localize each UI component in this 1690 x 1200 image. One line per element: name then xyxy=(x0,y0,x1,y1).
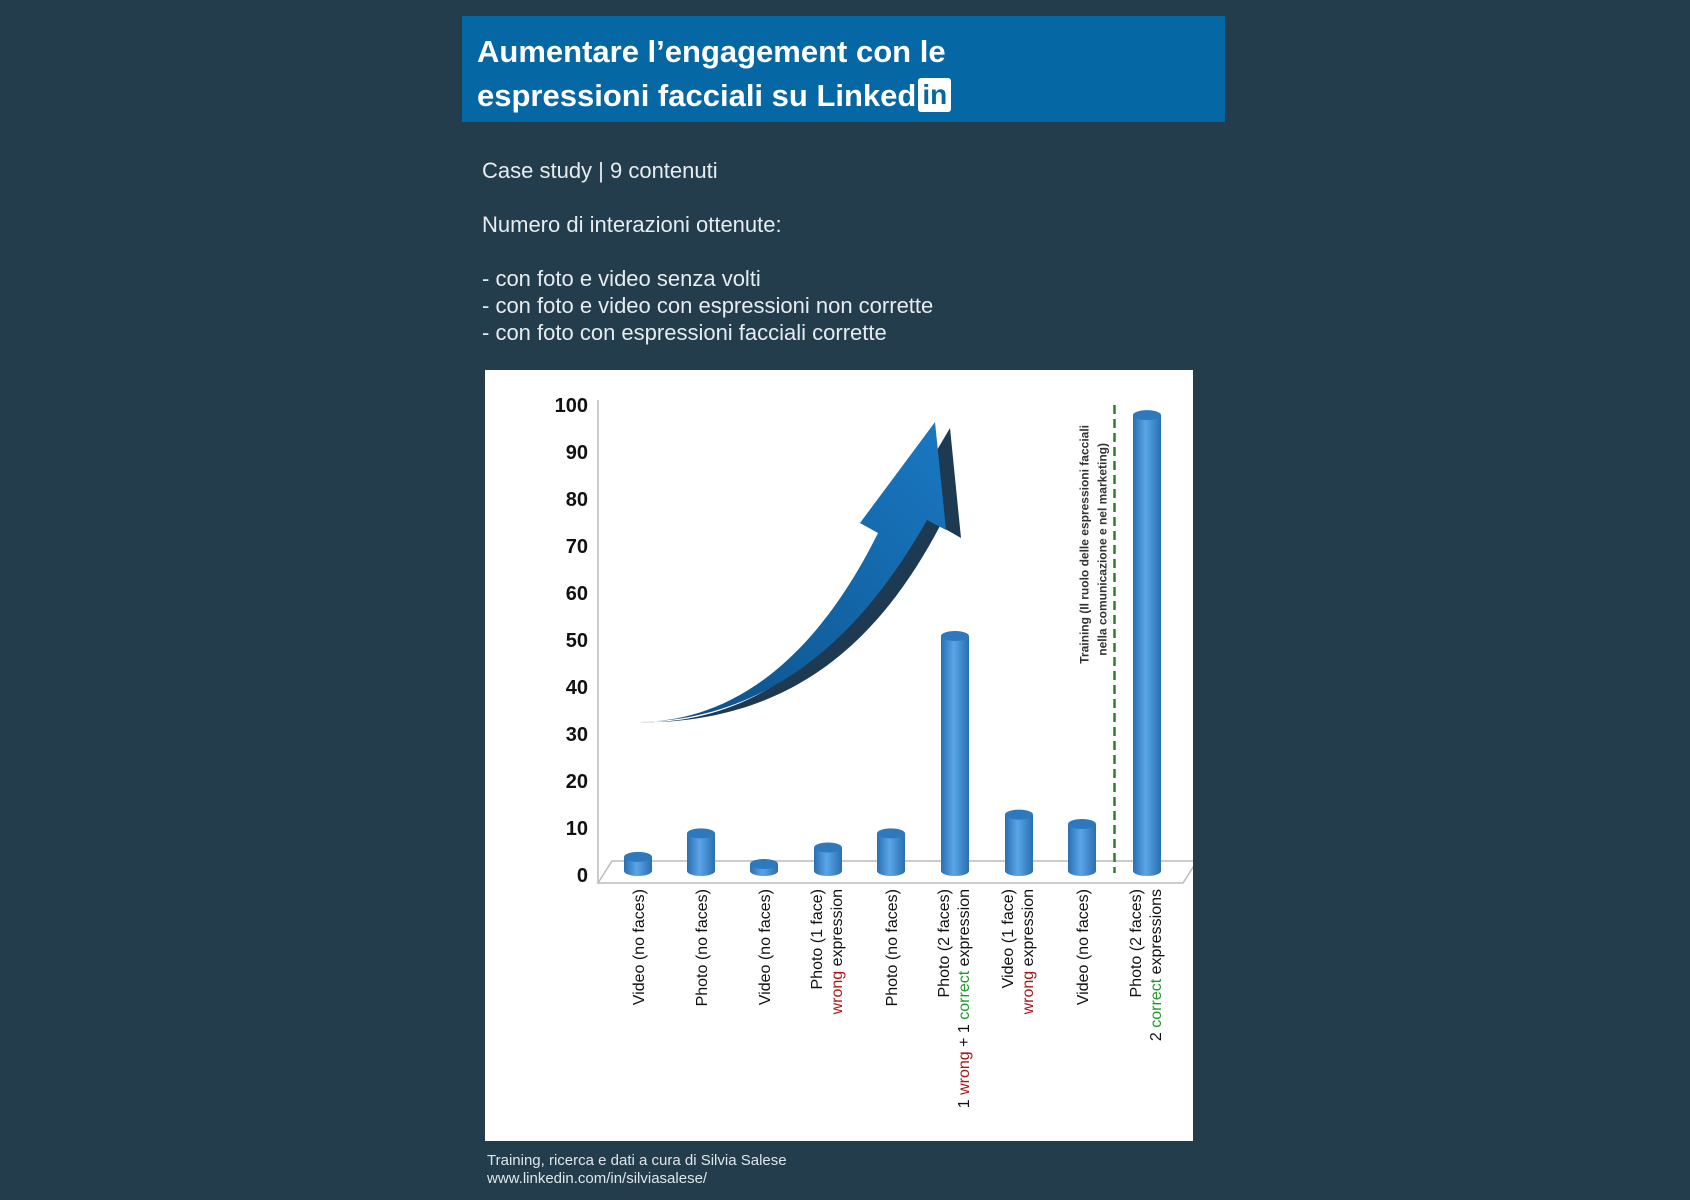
growth-arrow-icon xyxy=(638,422,961,723)
bar xyxy=(1068,819,1096,876)
bar xyxy=(687,828,715,876)
title-line-2: espressioni facciali su Linked in xyxy=(477,74,1225,118)
bar xyxy=(1133,410,1161,876)
title-banner: Aumentare l’engagement con le espression… xyxy=(462,16,1225,122)
bar xyxy=(624,851,652,876)
case-study-label: Case study | 9 contenuti xyxy=(482,158,718,183)
svg-text:1 wrong + 1 correct expression: 1 wrong + 1 correct expression xyxy=(956,889,973,1108)
svg-text:Photo (2 faces): Photo (2 faces) xyxy=(936,889,953,998)
bar xyxy=(941,631,969,876)
y-tick-label: 30 xyxy=(566,724,588,746)
y-tick-label: 0 xyxy=(577,865,588,887)
x-tick-label: Photo (1 face)wrong expression xyxy=(809,889,846,1015)
x-tick-label: Photo (no faces) xyxy=(694,889,711,1006)
y-tick-label: 40 xyxy=(566,677,588,699)
training-annotation: Training (Il ruolo delle espressioni fac… xyxy=(1078,425,1110,664)
footer-link[interactable]: www.linkedin.com/in/silviasalese/ xyxy=(487,1170,708,1187)
x-tick-label: Video (no faces) xyxy=(1075,889,1092,1005)
svg-text:Photo (2 faces): Photo (2 faces) xyxy=(1128,889,1145,998)
svg-text:Video (no faces): Video (no faces) xyxy=(757,889,774,1005)
y-tick-label: 100 xyxy=(555,395,588,417)
svg-text:Photo (1 face): Photo (1 face) xyxy=(809,889,826,990)
chart-svg: 0 10 20 30 40 50 60 70 80 90 100 Training (Il ruolo… xyxy=(555,395,1199,1108)
annotation-line-1: Training (Il ruolo delle espressioni fac… xyxy=(1078,425,1092,664)
x-tick-label: Photo (2 faces)2 correct expressions xyxy=(1128,889,1165,1041)
y-tick-label: 70 xyxy=(566,536,588,558)
bar xyxy=(750,858,778,876)
bullet-2: - con foto e video con espressioni non c… xyxy=(482,293,934,318)
svg-text:Video (no faces): Video (no faces) xyxy=(1075,889,1092,1005)
footer: Training, ricerca e dati a cura di Silvi… xyxy=(487,1152,787,1188)
x-tick-label: Photo (no faces) xyxy=(884,889,901,1006)
svg-text:wrong expression: wrong expression xyxy=(829,889,846,1015)
y-tick-label: 20 xyxy=(566,771,588,793)
y-tick-label: 90 xyxy=(566,442,588,464)
subtitle: Numero di interazioni ottenute: xyxy=(482,212,782,237)
bar xyxy=(814,842,842,876)
bar xyxy=(877,828,905,876)
svg-text:Photo (no faces): Photo (no faces) xyxy=(694,889,711,1006)
svg-text:2 correct expressions: 2 correct expressions xyxy=(1148,889,1165,1041)
title-line-1: Aumentare l’engagement con le xyxy=(477,34,946,69)
x-tick-label: Photo (2 faces)1 wrong + 1 correct expre… xyxy=(936,889,973,1108)
svg-text:wrong expression: wrong expression xyxy=(1020,889,1037,1015)
title-text: espressioni facciali su Linked xyxy=(477,78,917,113)
y-tick-label: 10 xyxy=(566,818,588,840)
annotation-line-2: nella comunicazione e nel marketing) xyxy=(1096,443,1110,656)
y-tick-label: 60 xyxy=(566,583,588,605)
svg-text:Photo (no faces): Photo (no faces) xyxy=(884,889,901,1006)
svg-text:Video (1 face): Video (1 face) xyxy=(1000,889,1017,988)
x-tick-label: Video (no faces) xyxy=(631,889,648,1005)
y-tick-label: 80 xyxy=(566,489,588,511)
footer-credit: Training, ricerca e dati a cura di Silvi… xyxy=(487,1152,787,1169)
bullet-1: - con foto e video senza volti xyxy=(482,266,761,291)
x-tick-label: Video (1 face)wrong expression xyxy=(1000,889,1037,1015)
bullet-3: - con foto con espressioni facciali corr… xyxy=(482,320,887,345)
chart: 0 10 20 30 40 50 60 70 80 90 100 Training (Il ruolo… xyxy=(485,370,1199,1141)
y-tick-label: 50 xyxy=(566,630,588,652)
bar xyxy=(1005,809,1033,876)
svg-text:Video (no faces): Video (no faces) xyxy=(631,889,648,1005)
linkedin-logo-icon: in xyxy=(918,78,952,112)
x-tick-label: Video (no faces) xyxy=(757,889,774,1005)
